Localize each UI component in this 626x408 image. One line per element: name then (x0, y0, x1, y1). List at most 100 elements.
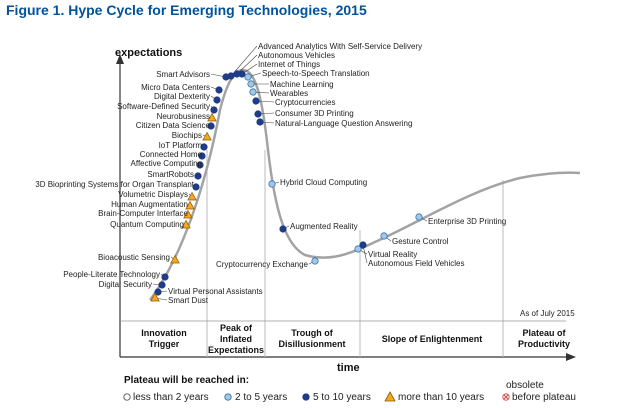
smartrobots-marker (194, 172, 202, 180)
legend-item-less-than-2: less than 2 years (133, 392, 209, 403)
smart-advisors-marker (222, 73, 230, 81)
brain-computer-interface-marker (183, 209, 193, 219)
biochips-label: Biochips (172, 131, 202, 140)
legend-marker-white (123, 393, 131, 401)
natural-language-question-answering-label: Natural-Language Question Answering (275, 119, 412, 128)
augmented-reality-label: Augmented Reality (290, 222, 358, 231)
virtual-reality-label: Virtual Reality (368, 250, 417, 259)
quantum-computing-marker (181, 219, 191, 229)
virtual-personal-assistants-label: Virtual Personal Assistants (168, 287, 263, 296)
virtual-reality-marker (354, 245, 362, 253)
legend-item-obsolete-line1: obsolete (506, 380, 544, 391)
legend-item-5-to-10: 5 to 10 years (313, 392, 371, 403)
virtual-personal-assistants-marker (154, 288, 162, 296)
legend-item-more-than-10: more than 10 years (398, 392, 484, 403)
neurobusiness-marker (207, 112, 217, 122)
phase-3-line2: Disillusionment (278, 339, 345, 349)
micro-data-centers-label: Micro Data Centers (141, 83, 210, 92)
digital-security-marker (158, 281, 166, 289)
consumer-3d-printing-label: Consumer 3D Printing (275, 109, 354, 118)
advanced-analytics-with-self-service-delivery-label: Advanced Analytics With Self-Service Del… (258, 42, 422, 51)
legend-marker-light-blue (224, 393, 232, 401)
phase-2-line2: Inflated (220, 334, 252, 344)
iot-platform-marker (200, 143, 208, 151)
micro-data-centers-marker (215, 86, 223, 94)
phase-2-line3: Expectations (208, 345, 264, 355)
augmented-reality-marker (279, 225, 287, 233)
cryptocurrencies-marker (252, 97, 260, 105)
y-axis-arrow (116, 54, 124, 64)
legend-item-2-to-5: 2 to 5 years (235, 392, 287, 403)
affective-computing-label: Affective Computing (131, 159, 202, 168)
legend-item-obsolete-line2: before plateau (512, 392, 576, 403)
human-augmentation-marker (185, 200, 195, 210)
technology-points: Advanced Analytics With Self-Service Del… (35, 42, 506, 305)
wearables-label: Wearables (270, 89, 308, 98)
smartrobots-label: SmartRobots (147, 170, 194, 179)
citizen-data-science-marker (207, 122, 215, 130)
internet-of-things-marker (238, 70, 246, 78)
neurobusiness-label: Neurobusiness (157, 112, 210, 121)
connected-home-label: Connected Home (140, 150, 203, 159)
volumetric-displays-label: Volumetric Displays (118, 190, 188, 199)
internet-of-things-label: Internet of Things (258, 60, 320, 69)
enterprise-3d-printing-marker (415, 213, 423, 221)
legend-marker-orange (384, 391, 396, 402)
people-literate-technology-label: People-Literate Technology (63, 270, 160, 279)
phase-dividers (206, 150, 504, 357)
iot-platform-label: IoT Platform (159, 141, 203, 150)
legend-marker-dark-blue (302, 393, 310, 401)
smart-advisors-label: Smart Advisors (156, 70, 210, 79)
smart-dust-marker (150, 292, 160, 302)
consumer-3d-printing-marker (254, 110, 262, 118)
human-augmentation-label: Human Augmentation (111, 200, 188, 209)
digital-dexterity-label: Digital Dexterity (154, 92, 210, 101)
speech-to-speech-translation-marker (244, 73, 252, 81)
brain-computer-interface-label: Brain-Computer Interface (98, 209, 188, 218)
x-axis-label: time (337, 362, 360, 374)
gesture-control-marker (380, 232, 388, 240)
bioacoustic-sensing-label: Bioacoustic Sensing (98, 253, 170, 262)
cryptocurrency-exchange-marker (311, 257, 319, 265)
connected-home-marker (198, 152, 206, 160)
legend-title: Plateau will be reached in: (124, 375, 249, 386)
3d-bioprinting-systems-for-organ-transplant-label: 3D Bioprinting Systems for Organ Transpl… (35, 180, 195, 189)
legend-obsolete-x2 (503, 394, 509, 400)
3d-bioprinting-systems-for-organ-transplant-marker (192, 183, 200, 191)
autonomous-vehicles-label: Autonomous Vehicles (258, 51, 335, 60)
phase-5-line2: Productivity (518, 339, 570, 349)
quantum-computing-label: Quantum Computing (110, 220, 184, 229)
legend: Plateau will be reached in: less than 2 … (123, 375, 576, 403)
as-of-label: As of July 2015 (520, 309, 575, 318)
people-literate-technology-marker (161, 273, 169, 281)
hype-curve (148, 68, 581, 301)
enterprise-3d-printing-label: Enterprise 3D Printing (428, 217, 506, 226)
volumetric-displays-marker (187, 191, 197, 201)
figure-title: Figure 1. Hype Cycle for Emerging Techno… (6, 2, 367, 18)
phase-4-line1: Slope of Enlightenment (382, 334, 483, 344)
y-axis-label: expectations (115, 47, 182, 59)
smart-dust-label: Smart Dust (168, 296, 209, 305)
software-defined-security-marker (210, 106, 218, 114)
wearables-marker (249, 88, 257, 96)
phase-1-line2: Trigger (149, 339, 180, 349)
digital-security-label: Digital Security (99, 280, 152, 289)
cryptocurrencies-label: Cryptocurrencies (275, 98, 335, 107)
affective-computing-marker (196, 161, 204, 169)
x-axis-arrow (566, 353, 576, 361)
natural-language-question-answering-marker (256, 118, 264, 126)
phase-2-line1: Peak of (220, 323, 253, 333)
hybrid-cloud-computing-marker (268, 180, 276, 188)
machine-learning-marker (247, 80, 255, 88)
citizen-data-science-label: Citizen Data Science (136, 121, 211, 130)
phase-5-line1: Plateau of (522, 328, 566, 338)
gesture-control-label: Gesture Control (392, 237, 449, 246)
autonomous-field-vehicles-marker (359, 241, 367, 249)
digital-dexterity-marker (213, 96, 221, 104)
machine-learning-label: Machine Learning (270, 80, 334, 89)
hybrid-cloud-computing-label: Hybrid Cloud Computing (280, 178, 367, 187)
phase-1-line1: Innovation (141, 328, 187, 338)
biochips-marker (202, 131, 212, 141)
phase-labels: Innovation Trigger Peak of Inflated Expe… (141, 323, 570, 355)
